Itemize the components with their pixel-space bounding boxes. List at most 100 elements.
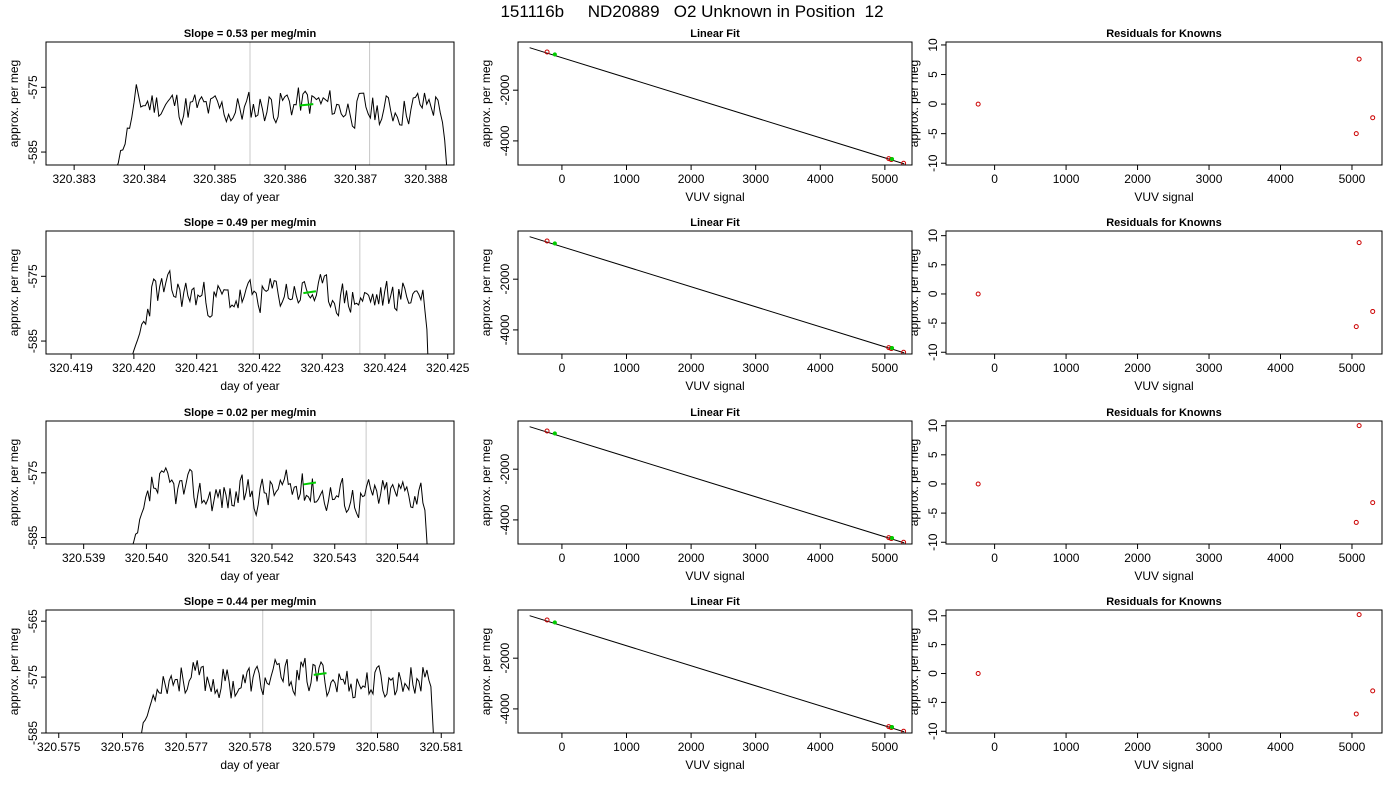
x-tick-label: 320.384 [123,172,167,186]
panel-title: Linear Fit [690,28,740,40]
y-axis-label: approx. per meg [479,60,493,147]
y-tick-label: 0 [926,480,940,487]
y-tick-label: -4000 [498,693,512,724]
plot-frame [945,230,1383,355]
x-tick-label: 320.419 [49,361,93,375]
y-tick-label: -4000 [498,314,512,345]
y-tick-label: -565 [26,609,40,633]
y-tick-label: 5 [926,451,940,458]
plot-frame [945,420,1383,545]
fit-line [529,236,905,354]
x-tick-label: 4000 [807,361,834,375]
y-tick-label: -5 [926,507,940,518]
x-tick-label: 5000 [872,172,899,186]
panel-title: Residuals for Knowns [1106,407,1222,419]
series-line [141,657,434,733]
x-tick-label: 1000 [1053,172,1080,186]
y-tick-label: 0 [926,100,940,107]
known-point [544,238,550,244]
plot-data [975,240,1376,330]
x-tick-label: 1000 [1053,740,1080,754]
plot-data [116,42,448,165]
x-tick-label: 4000 [1267,551,1294,565]
x-tick-label: 320.385 [193,172,237,186]
panel-title: Residuals for Knowns [1106,28,1222,40]
x-tick-label: 320.383 [52,172,96,186]
y-tick-label: -585 [26,525,40,549]
y-tick-label: 0 [926,670,940,677]
x-tick-label: 320.575 [37,740,81,754]
x-tick-label: 4000 [807,172,834,186]
known-point [544,49,550,55]
known-point [901,539,907,544]
x-axis-label: VUV signal [685,758,744,772]
x-tick-label: 2000 [678,551,705,565]
panel-4-3: Residuals for Knowns 0 1000 2000 3000 4000 500… [907,596,1383,772]
known-point [544,617,550,623]
x-tick-label: 320.420 [112,361,156,375]
series-line [132,466,428,544]
y-tick-label: 5 [926,641,940,648]
x-axis-label: day of year [220,569,279,583]
y-axis-label: approx. per meg [907,60,921,147]
plot-data [975,56,1376,137]
y-tick-label: -2000 [498,264,512,295]
unknown-point [889,724,895,730]
x-tick-label: 2000 [678,361,705,375]
residual-point [1353,711,1359,717]
plot-frame [45,609,455,734]
plot-data [132,231,429,354]
y-tick-label: -10 [926,533,940,551]
plot-frame [945,41,1383,166]
panel-1-1: Slope = 0.53 per meg/min 320.383 320.384 32… [7,28,455,204]
x-axis-label: VUV signal [685,190,744,204]
panel-4-1: Slope = 0.44 per meg/min 320.575 320.576 32… [7,596,463,772]
x-tick-label: 2000 [1124,551,1151,565]
y-axis-label: approx. per meg [479,439,493,526]
x-tick-label: 4000 [807,551,834,565]
y-axis-label: approx. per meg [907,628,921,715]
series-line [116,84,448,165]
y-tick-label: -585 [26,721,40,745]
residual-point [1353,324,1359,330]
y-tick-label: -5 [926,317,940,328]
x-tick-label: 2000 [678,740,705,754]
plot-data [141,610,434,733]
x-axis-label: VUV signal [685,379,744,393]
x-tick-label: 320.422 [238,361,282,375]
y-tick-label: -2000 [498,75,512,106]
x-tick-label: 3000 [742,361,769,375]
residual-point [1370,308,1376,314]
y-tick-label: -2000 [498,643,512,674]
residual-point [1356,56,1362,62]
y-tick-label: -575 [26,460,40,484]
plot-data [529,47,907,165]
unknown-point [552,241,557,246]
x-tick-label: 1000 [1053,551,1080,565]
unknown-point [552,620,557,625]
x-axis-label: VUV signal [1134,379,1193,393]
panel-3-2: Linear Fit 0 1000 2000 3000 4000 5000 -2000 -400… [479,407,913,583]
x-tick-label: 320.578 [228,740,272,754]
y-tick-label: -10 [926,722,940,740]
x-tick-label: 4000 [1267,740,1294,754]
x-axis-label: VUV signal [1134,190,1193,204]
x-tick-label: 5000 [1339,551,1366,565]
panel-title: Slope = 0.53 per meg/min [184,28,317,40]
x-tick-label: 5000 [1339,740,1366,754]
y-axis-label: approx. per meg [7,628,21,715]
y-tick-label: -585 [26,140,40,164]
y-tick-label: -5 [926,697,940,708]
residual-point [1370,500,1376,506]
known-point [901,728,907,733]
panel-title: Linear Fit [690,407,740,419]
plot-data [132,421,428,544]
y-tick-label: 10 [926,419,940,433]
panel-2-3: Residuals for Knowns 0 1000 2000 3000 4000 500… [907,217,1383,393]
x-tick-label: 3000 [1196,740,1223,754]
known-point [544,428,550,434]
unknown-point [889,345,895,351]
x-tick-label: 320.576 [101,740,145,754]
plot-frame [45,420,455,545]
highlight-segment [303,481,317,486]
